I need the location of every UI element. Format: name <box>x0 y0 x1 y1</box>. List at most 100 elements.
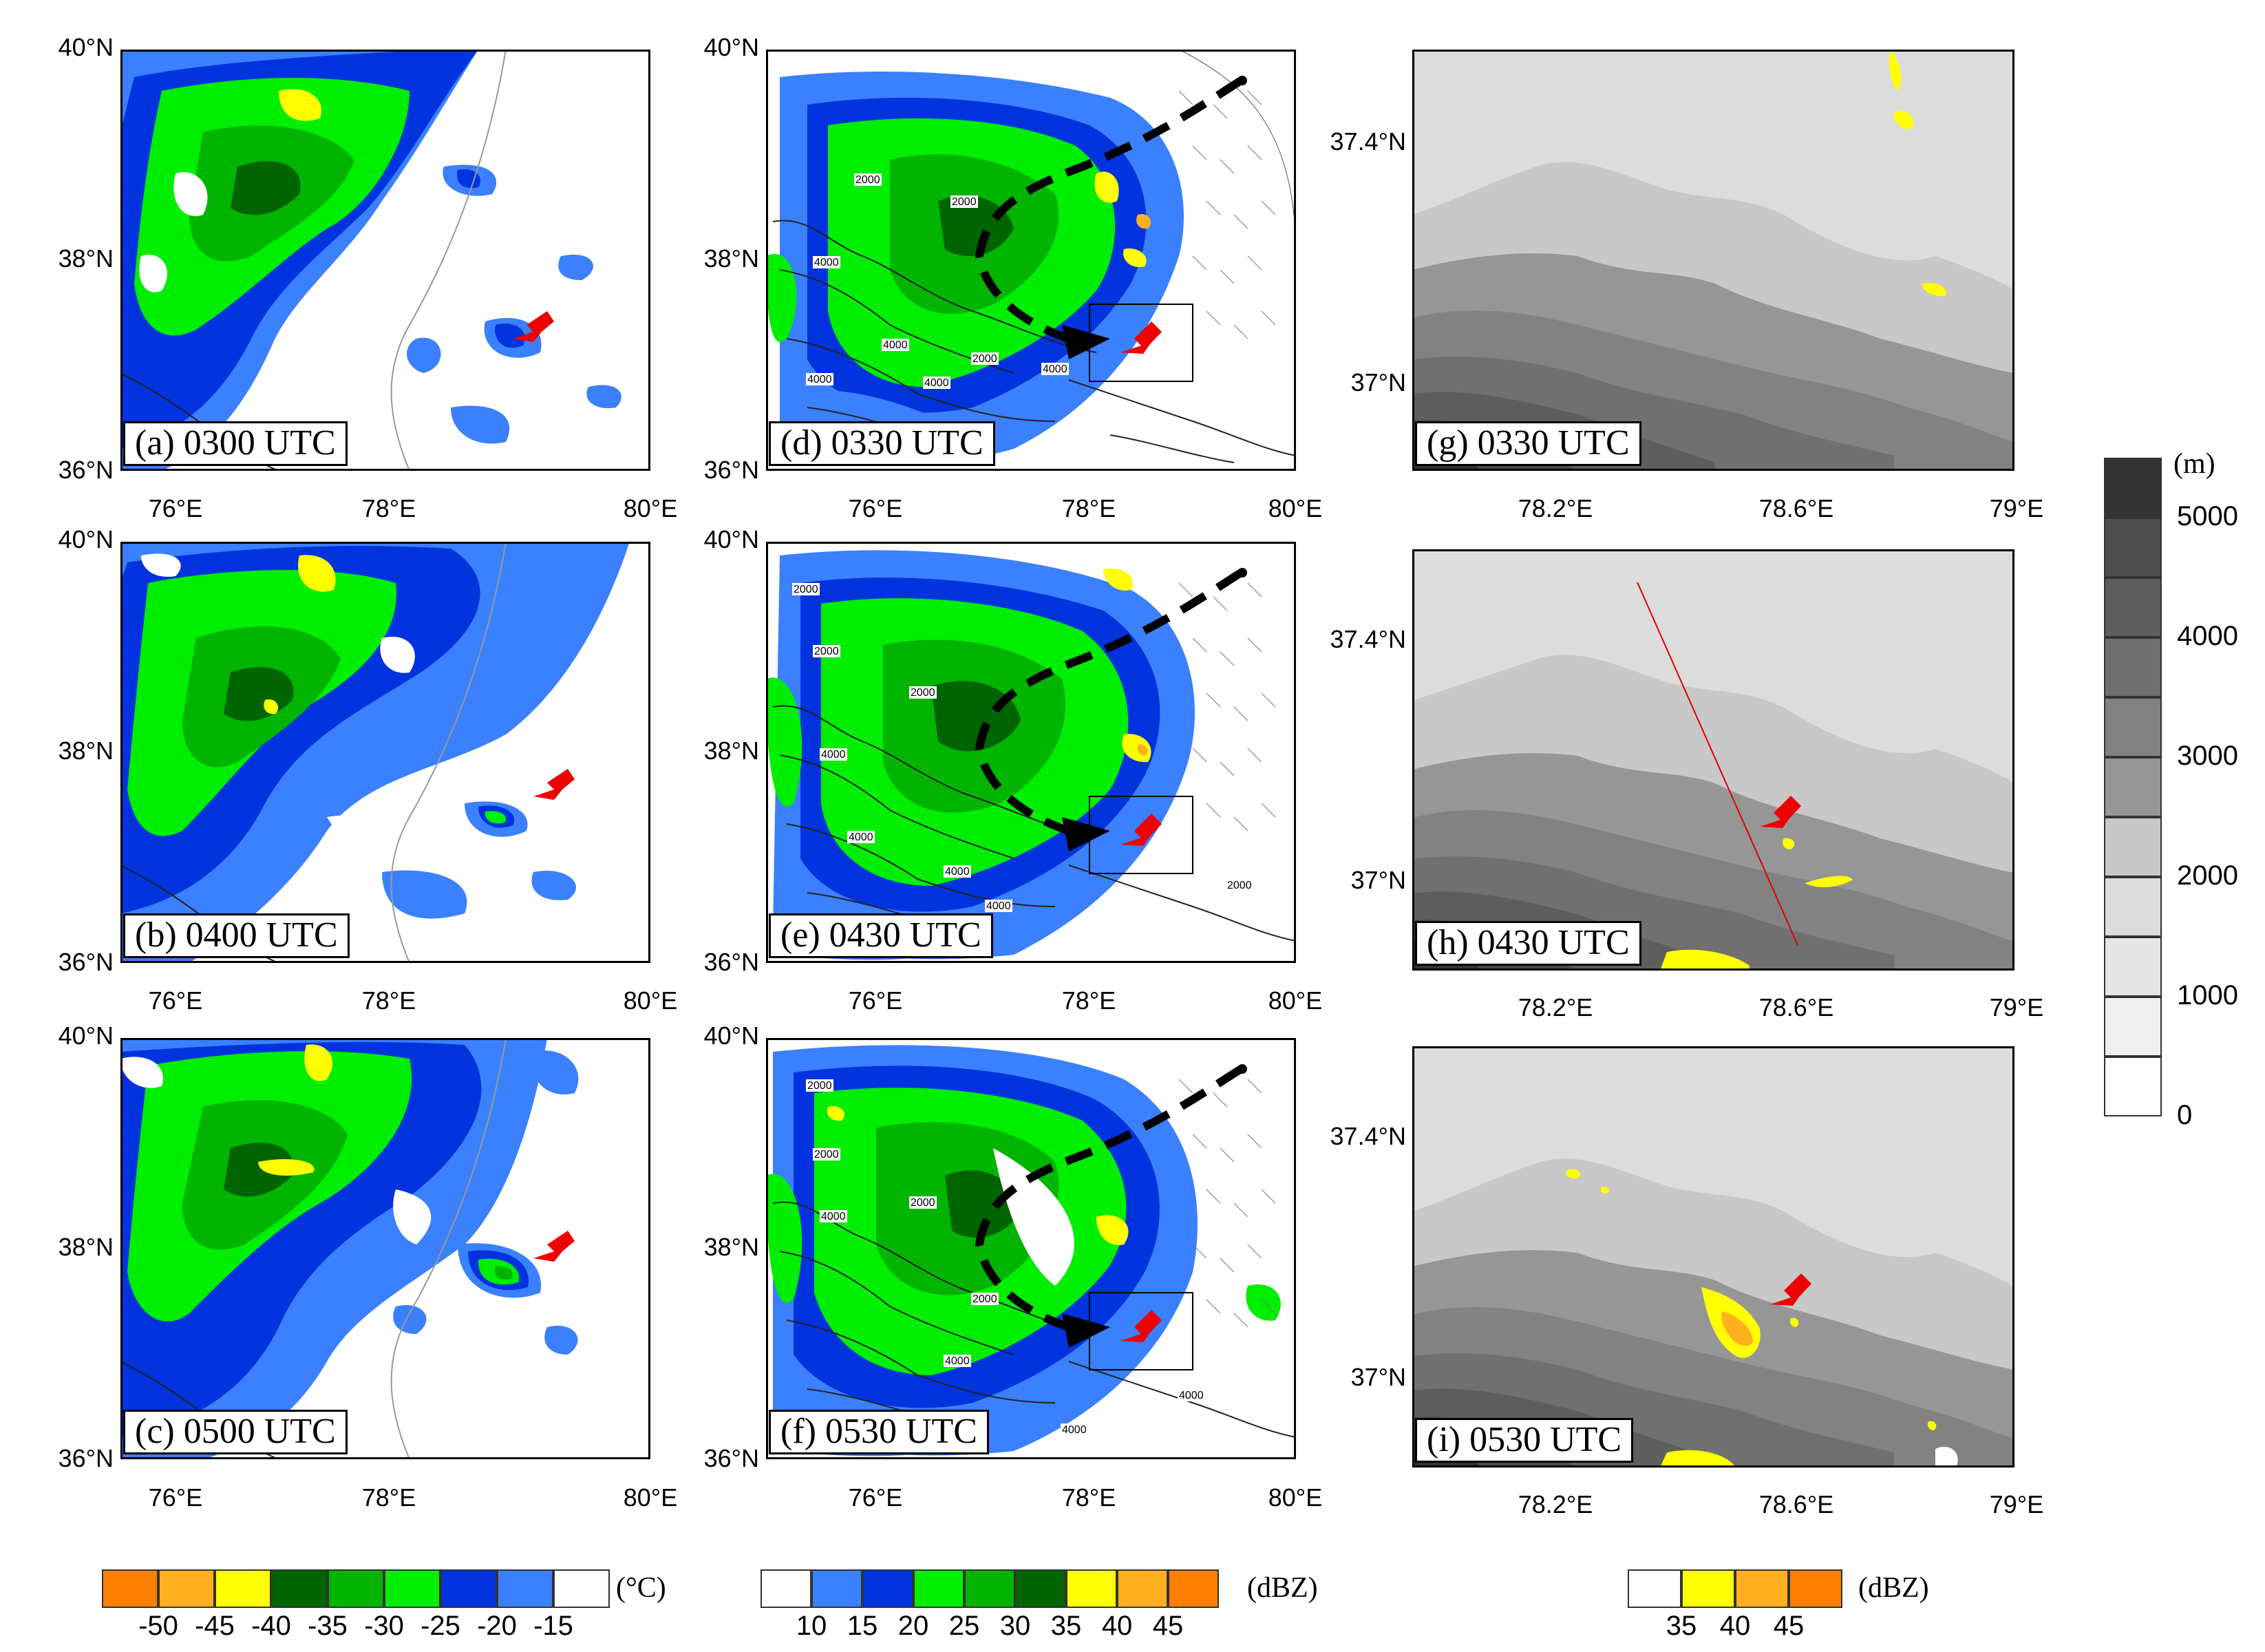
colorbar-swatch <box>761 1569 811 1608</box>
lat-label: 37.4°N <box>1330 127 1406 156</box>
lat-label: 37.4°N <box>1330 625 1406 653</box>
terrain-reflectivity-zoom-map <box>1412 50 2014 471</box>
lat-label: 38°N <box>703 244 759 273</box>
lat-label: 40°N <box>58 33 114 61</box>
reflectivity-small-colorbar <box>1628 1569 1842 1608</box>
colorbar-tick-label: 0 <box>2177 1100 2193 1130</box>
panel-i-map: (i) 0530 UTC <box>1412 1046 2014 1468</box>
brightness-temperature-map <box>120 50 650 471</box>
terrain-contour-label: 4000 <box>945 1355 970 1367</box>
terrain-reflectivity-zoom-map <box>1412 549 2014 971</box>
lon-label: 78°E <box>1061 494 1116 522</box>
panel-i-label: (i) 0530 UTC <box>1415 1418 1634 1463</box>
panel-e-map: 2000 2000 4000 2000 4000 4000 4000 2000 … <box>766 542 1296 963</box>
colorbar-tick-label: -30 <box>364 1611 404 1641</box>
terrain-contour-label: 2000 <box>807 1080 832 1092</box>
lon-label: 79°E <box>1989 494 2044 522</box>
terrain-unit-label: (m) <box>2173 448 2215 480</box>
lon-label: 80°E <box>1268 986 1323 1015</box>
lon-label: 76°E <box>848 986 903 1015</box>
panel-g-label: (g) 0330 UTC <box>1415 421 1641 466</box>
terrain-contour-label: 4000 <box>986 900 1011 912</box>
terrain-contour-label: 4000 <box>1043 363 1067 375</box>
colorbar-tick-label: 35 <box>1050 1611 1082 1641</box>
colorbar-swatch <box>811 1569 862 1608</box>
terrain-contour-label: 4000 <box>945 866 970 878</box>
red-arrow-icon <box>1770 1273 1811 1306</box>
colorbar-tick-label: -20 <box>477 1611 517 1641</box>
lat-label: 38°N <box>703 1233 759 1261</box>
lon-label: 78°E <box>361 1483 416 1512</box>
colorbar-swatch <box>1168 1569 1219 1608</box>
terrain-contour-label: 2000 <box>814 646 839 657</box>
terrain-contour-label: 2000 <box>911 1197 935 1209</box>
lon-label: 78°E <box>1061 1483 1116 1512</box>
reflectivity-small-unit-label: (dBZ) <box>1858 1572 1929 1604</box>
terrain-reflectivity-zoom-map <box>1412 1046 2014 1468</box>
red-arrow-icon <box>533 769 575 800</box>
panel-a-label: (a) 0300 UTC <box>123 421 348 466</box>
lat-label: 37°N <box>1350 866 1406 894</box>
lon-label: 78.6°E <box>1758 494 1834 522</box>
panel-f-label: (f) 0530 UTC <box>769 1410 989 1454</box>
lon-label: 80°E <box>1268 1483 1323 1512</box>
colorbar-tick-label: 10 <box>796 1611 827 1641</box>
red-arrow-icon <box>1120 321 1162 354</box>
red-arrow-icon <box>513 311 554 342</box>
lat-label: 36°N <box>703 1444 759 1472</box>
panel-d-label: (d) 0330 UTC <box>769 421 995 466</box>
red-arrow-icon <box>1120 814 1162 846</box>
colorbar-swatch <box>497 1569 553 1608</box>
colorbar-swatch <box>2104 458 2162 518</box>
terrain-contour-label: 2000 <box>814 1149 839 1161</box>
lat-label: 40°N <box>58 1021 114 1050</box>
lat-label: 36°N <box>703 948 759 976</box>
lon-label: 78.2°E <box>1518 494 1593 522</box>
panel-h-map: B A (h) 0430 UTC <box>1412 549 2014 971</box>
lat-label: 36°N <box>58 1444 114 1472</box>
terrain-contour-label: 4000 <box>814 257 839 268</box>
panel-c-label: (c) 0500 UTC <box>123 1410 348 1454</box>
reflectivity-map: 2000 2000 4000 2000 2000 4000 4000 4000 … <box>766 1038 1296 1459</box>
terrain-contour-label: 2000 <box>911 687 935 699</box>
terrain-contour-label: 2000 <box>855 174 880 186</box>
temperature-unit-label: (°C) <box>616 1572 666 1604</box>
lon-label: 78°E <box>361 986 416 1015</box>
lon-label: 76°E <box>848 1483 903 1512</box>
colorbar-swatch <box>2104 637 2162 697</box>
lat-label: 36°N <box>703 456 759 484</box>
colorbar-swatch <box>440 1569 497 1608</box>
colorbar-swatch <box>2104 697 2162 757</box>
terrain-contour-label: 2000 <box>972 353 997 365</box>
lat-label: 40°N <box>58 525 114 553</box>
temperature-colorbar <box>102 1569 610 1608</box>
colorbar-swatch <box>1681 1569 1735 1608</box>
colorbar-swatch <box>1789 1569 1842 1608</box>
lat-label: 36°N <box>58 948 114 976</box>
colorbar-tick-label: 1000 <box>2177 980 2238 1010</box>
colorbar-swatch <box>2104 1057 2162 1116</box>
colorbar-swatch <box>384 1569 440 1608</box>
terrain-contour-label: 2000 <box>952 196 977 208</box>
colorbar-tick-label: 40 <box>1719 1611 1751 1641</box>
terrain-contour-label: 4000 <box>821 1211 846 1222</box>
lat-label: 36°N <box>58 456 114 484</box>
colorbar-swatch <box>2104 578 2162 637</box>
lon-label: 78.6°E <box>1758 1490 1834 1518</box>
lon-label: 76°E <box>148 1483 203 1512</box>
brightness-temperature-map <box>120 542 650 963</box>
colorbar-tick-label: 45 <box>1152 1611 1184 1641</box>
lon-label: 79°E <box>1989 1490 2044 1518</box>
terrain-contour-label: 4000 <box>924 377 949 389</box>
panel-e-label: (e) 0430 UTC <box>769 913 993 958</box>
reflectivity-unit-label: (dBZ) <box>1247 1572 1318 1604</box>
colorbar-swatch <box>1117 1569 1168 1608</box>
lat-label: 38°N <box>58 1233 114 1261</box>
colorbar-tick-label: 3000 <box>2177 741 2238 771</box>
lon-label: 80°E <box>623 1483 678 1512</box>
panel-b-map: (b) 0400 UTC <box>120 542 650 963</box>
lon-label: 78°E <box>1061 986 1116 1015</box>
colorbar-swatch <box>1066 1569 1117 1608</box>
colorbar-tick-label: -35 <box>308 1611 348 1641</box>
colorbar-swatch <box>964 1569 1015 1608</box>
